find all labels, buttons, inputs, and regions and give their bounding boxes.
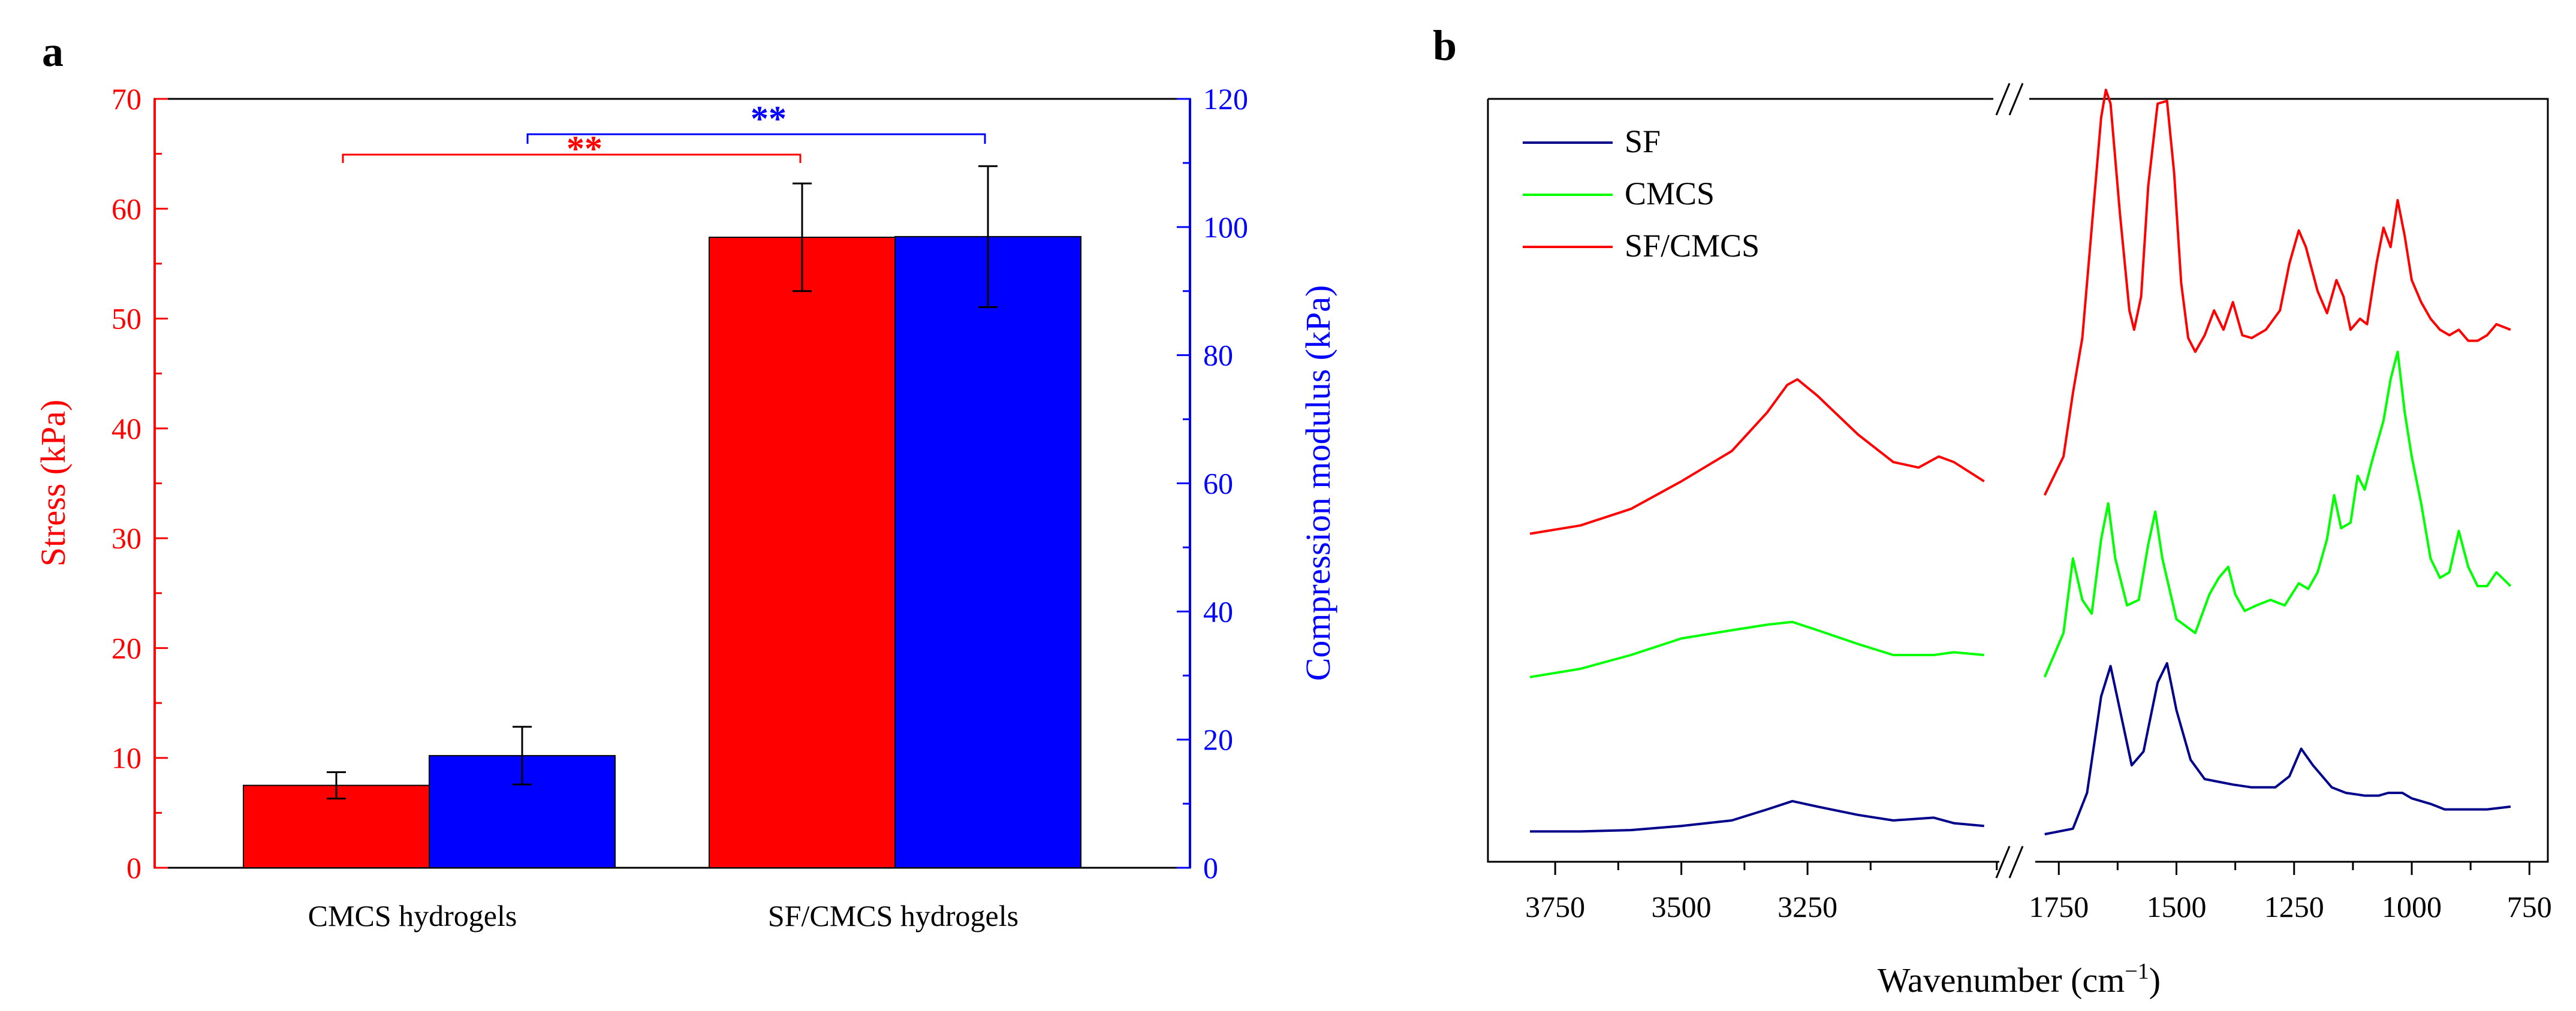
right-tick-label: 100 (1203, 210, 1248, 244)
panel-label-b: b (1433, 22, 1457, 70)
left-tick-label: 70 (112, 82, 141, 116)
spectrum-sf-cmcs-segment-1 (2043, 89, 2511, 496)
x-axis-title: Wavenumber (cm−1) (1878, 959, 2161, 1000)
legend-label-sf: SF (1625, 123, 1661, 159)
x-tick-label: 1500 (2147, 890, 2207, 924)
legend-label-cmcs: CMCS (1625, 176, 1715, 212)
panel-a-left-ticks: 0 10 20 30 40 50 60 70 (112, 82, 168, 885)
axis-break-marks (1995, 83, 2024, 879)
x-tick-label: 3500 (1652, 890, 1712, 924)
panel-a-bar-chart: 0 10 20 30 40 50 60 70 0 20 40 60 80 100 120 ** ** CM… (34, 82, 1337, 932)
right-tick-label: 40 (1203, 594, 1233, 628)
panel-b-x-ticks: 3750 3500 3250 1750 1500 1250 1000 750 (1525, 862, 2552, 924)
left-tick-label: 20 (112, 631, 141, 665)
x-tick-label: 3750 (1525, 890, 1585, 924)
y-axis-title-right: Compression modulus (kPa) (1298, 285, 1337, 681)
left-tick-label: 0 (126, 851, 141, 885)
x-tick-label: 1250 (2264, 890, 2324, 924)
panel-a-right-ticks: 0 20 40 60 80 100 120 (1177, 82, 1248, 885)
panel-a-bars (243, 165, 1081, 869)
panel-b-spectra (1529, 89, 2512, 835)
left-tick-label: 10 (112, 741, 141, 775)
right-tick-label: 0 (1203, 851, 1218, 885)
panel-b-line-chart: 3750 3500 3250 1750 1500 1250 1000 750 SF CMCS … (1487, 83, 2552, 1000)
x-tick-label-cmcs: CMCS hydrogels (308, 899, 517, 932)
spectrum-sf-segment-1 (2044, 662, 2511, 835)
left-tick-label: 50 (112, 302, 141, 336)
panel-label-a: a (42, 28, 64, 76)
significance-label-red: ** (567, 129, 602, 168)
significance-bracket-blue (526, 133, 986, 144)
bar-modulus-1 (894, 236, 1081, 868)
left-tick-label: 40 (112, 412, 141, 445)
spectrum-cmcs-segment-1 (2043, 351, 2512, 678)
x-tick-label: 3250 (1777, 890, 1837, 924)
panel-a-significance: ** ** (342, 99, 986, 168)
right-tick-label: 120 (1203, 82, 1248, 116)
left-tick-label: 30 (112, 521, 141, 555)
right-tick-label: 60 (1203, 467, 1233, 500)
x-tick-label: 1750 (2029, 890, 2089, 924)
significance-bracket-red (342, 153, 802, 163)
bar-stress-1 (709, 236, 896, 869)
spectrum-sf-cmcs-segment-0 (1529, 378, 1985, 535)
legend-label-sf-cmcs: SF/CMCS (1625, 228, 1759, 264)
x-tick-label: 750 (2507, 890, 2552, 924)
panel-b-plot-frame (1487, 98, 2549, 863)
significance-label-blue: ** (751, 99, 787, 138)
spectrum-sf-segment-0 (1530, 799, 1984, 833)
right-tick-label: 80 (1203, 339, 1233, 372)
right-tick-label: 20 (1203, 723, 1233, 756)
y-axis-title-left: Stress (kPa) (34, 400, 73, 567)
left-tick-label: 60 (112, 192, 141, 225)
x-tick-label: 1000 (2382, 890, 2442, 924)
panel-b-legend: SF CMCS SF/CMCS (1523, 123, 1759, 264)
spectrum-cmcs-segment-0 (1529, 620, 1984, 678)
x-tick-label-sf-cmcs: SF/CMCS hydrogels (768, 899, 1019, 932)
